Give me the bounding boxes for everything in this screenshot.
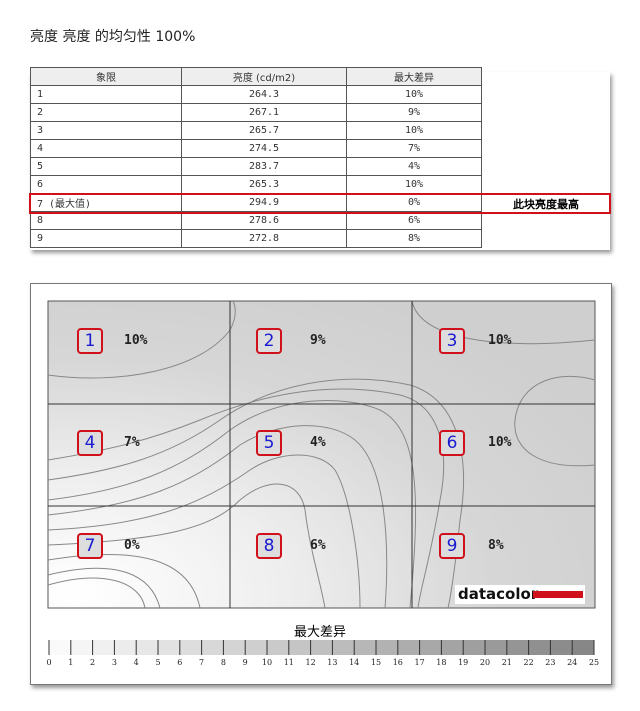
legend-tick-label: 8 (220, 658, 226, 667)
legend-tick-label: 13 (327, 658, 338, 667)
max-row-highlight (29, 193, 611, 214)
legend-tick-label: 24 (567, 658, 578, 667)
legend-title: 最大差异 (293, 625, 346, 640)
quadrant-value: 10% (124, 333, 148, 348)
col-header: 最大差异 (346, 67, 482, 86)
legend-tick-label: 4 (133, 658, 139, 667)
legend-tick-label: 9 (242, 658, 248, 667)
legend-tick-label: 10 (261, 658, 273, 667)
quadrant-value: 10% (488, 435, 512, 450)
legend-swatch (354, 640, 376, 655)
legend-swatch (114, 640, 137, 655)
legend-tick-label: 11 (283, 658, 294, 667)
contour-lines (47, 300, 596, 609)
legend-tick-label: 3 (111, 658, 117, 667)
legend-tick-label: 20 (479, 658, 491, 667)
table-row: 7 (最大值) 294.9 0% (30, 193, 482, 212)
legend-tick-label: 5 (155, 658, 161, 667)
legend-swatch (463, 640, 485, 655)
legend-tick-label: 15 (370, 658, 382, 667)
quadrant-value: 0% (124, 538, 140, 553)
legend-tick-label: 2 (90, 658, 96, 667)
legend-swatch (572, 640, 594, 655)
table-row: 6 265.3 10% (30, 175, 482, 194)
quadrant-label: 5 (256, 430, 282, 456)
legend-swatch (201, 640, 224, 655)
page-title: 亮度 亮度 的均匀性 100% (30, 29, 196, 45)
quadrant-label: 8 (256, 533, 282, 559)
quadrant-value: 6% (310, 538, 326, 553)
legend-swatch (397, 640, 420, 655)
legend-tick-label: 19 (458, 658, 469, 667)
legend-swatch (223, 640, 246, 655)
quadrant-value: 7% (124, 435, 140, 450)
uniformity-table: 象限 亮度 (cd/m2) 最大差异 1 264.3 10% 2 267.1 9% 3 265… (30, 67, 482, 248)
legend-tick-label: 0 (46, 658, 52, 667)
quadrant-value: 9% (310, 333, 326, 348)
quadrant-label: 4 (77, 430, 103, 456)
quadrant-value: 4% (310, 435, 326, 450)
luminance-cell: 272.8 (181, 229, 347, 248)
col-header: 亮度 (cd/m2) (181, 67, 347, 86)
legend-swatch (49, 640, 71, 655)
quadrant-label: 9 (439, 533, 465, 559)
legend-tick-label: 1 (68, 658, 74, 667)
datacolor-logo: datacolor (455, 585, 585, 604)
legend-swatch (288, 640, 311, 655)
quadrant-label: 1 (77, 328, 103, 354)
legend-tick-label: 6 (177, 658, 183, 667)
table-row: 8 278.6 6% (30, 211, 482, 230)
logo-text: datacolor (458, 585, 539, 603)
legend-swatch (158, 640, 180, 655)
table-row: 1 264.3 10% (30, 85, 482, 104)
legend-swatch (419, 640, 442, 655)
legend-swatch (332, 640, 355, 655)
legend-swatch (506, 640, 529, 655)
legend-tick-label: 22 (523, 658, 534, 667)
legend-tick-label: 25 (588, 658, 600, 667)
legend-swatch (550, 640, 573, 655)
difference-cell: 8% (346, 229, 482, 248)
legend-scale (48, 640, 595, 655)
quadrant-label: 2 (256, 328, 282, 354)
legend-tick-label: 17 (414, 658, 425, 667)
legend-swatch (245, 640, 267, 655)
legend-swatch (485, 640, 507, 655)
quadrant-grid (48, 301, 595, 608)
legend-swatch (376, 640, 398, 655)
quadrant-label: 6 (439, 430, 465, 456)
quadrant-value: 8% (488, 538, 504, 553)
col-header: 象限 (30, 67, 182, 86)
highlight-note: 此块亮度最高 (513, 198, 579, 211)
quadrant-label: 3 (439, 328, 465, 354)
table-row: 5 283.7 4% (30, 157, 482, 176)
table-row: 3 265.7 10% (30, 121, 482, 140)
legend-tick-label: 7 (199, 658, 205, 667)
legend-tick-label: 16 (392, 658, 403, 667)
legend-swatch (136, 640, 158, 655)
legend-tick-label: 18 (436, 658, 447, 667)
legend-swatch (528, 640, 551, 655)
legend-tick-label: 23 (545, 658, 556, 667)
legend-tick-label: 21 (501, 658, 512, 667)
legend-swatch (267, 640, 289, 655)
legend-tick-label: 12 (305, 658, 316, 667)
legend-swatch (441, 640, 464, 655)
quadrant-label: 7 (77, 533, 103, 559)
legend-tick-label: 14 (349, 658, 360, 667)
legend-swatch (70, 640, 93, 655)
legend-swatch (92, 640, 115, 655)
quadrant-value: 10% (488, 333, 512, 348)
logo-bar (533, 591, 583, 598)
table-row: 9 272.8 8% (30, 229, 482, 248)
legend-swatch (179, 640, 202, 655)
legend-swatch (310, 640, 333, 655)
